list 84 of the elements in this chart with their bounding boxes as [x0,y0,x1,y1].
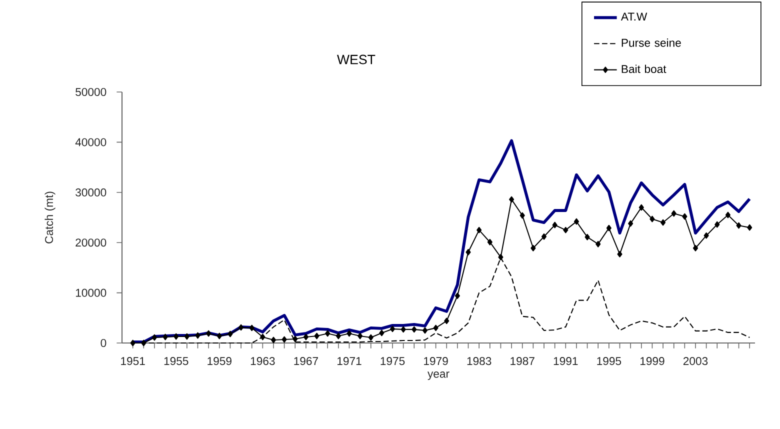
point [130,340,136,346]
point [466,248,471,256]
x-tick-label: 1951 [121,357,145,366]
point [336,332,341,340]
point [152,334,157,341]
point [379,330,384,336]
y-tick-label: 20000 [76,238,106,247]
chart-title: WEST [337,54,376,64]
point [368,334,374,341]
point [433,324,438,332]
point [174,333,179,340]
point [162,334,168,340]
point [606,224,612,232]
point [747,224,752,231]
x-axis-title: year [428,372,450,380]
x-tick-label: 1983 [467,357,492,366]
point [400,326,406,333]
x-tick-label: 1963 [250,357,275,366]
point [206,330,212,337]
point [238,324,244,331]
x-tick-label: 1995 [597,357,622,366]
point [714,221,720,228]
point [736,222,742,229]
point [195,332,200,339]
legend-label: Bait boat [622,64,666,74]
x-tick-label: 1987 [510,357,534,366]
point [184,333,190,340]
point [563,226,568,234]
point [487,238,492,246]
point [628,220,634,227]
x-tick-label: 2003 [683,357,708,366]
y-tick-label: 50000 [76,88,106,96]
point [617,250,622,258]
x-tick-label: 1959 [208,357,232,366]
point [412,326,417,333]
point [704,232,709,239]
x-tick-label: 1991 [554,357,578,366]
point [216,332,222,340]
point [530,244,536,252]
point [292,336,298,342]
x-tick-label: 1971 [337,357,362,366]
y-axis-title: Catch (mt) [44,192,56,244]
point [552,222,558,228]
point [249,324,254,332]
point [574,218,580,225]
point [228,330,233,338]
point [660,219,666,226]
point [444,318,450,324]
point [346,330,352,337]
point [260,334,266,340]
point [476,226,482,234]
point [303,334,308,340]
point [682,213,688,220]
y-tick-label: 10000 [76,288,106,297]
point [325,330,330,337]
point [422,327,428,334]
x-tick-label: 1967 [294,357,318,366]
point [509,196,514,203]
x-tick-label: 1999 [640,357,664,366]
point [541,233,547,240]
point [671,210,676,217]
point [454,292,460,300]
point [390,326,396,332]
y-tick-label: 40000 [75,138,106,146]
y-tick-label: 30000 [76,188,106,196]
legend-label: Purse seine [622,38,681,47]
point [282,336,287,343]
point [520,212,525,219]
x-tick-label: 1979 [424,357,448,366]
point [270,336,276,344]
point [498,254,504,260]
x-tick-label: 1975 [380,357,405,366]
point [141,340,146,346]
point [692,244,698,252]
point [358,332,363,340]
legend-label: AT.W [620,12,648,21]
x-tick-label: 1955 [164,357,188,366]
point [638,204,644,211]
point [725,212,730,218]
y-tick-label: 0 [100,338,106,348]
point [314,332,320,340]
point [650,216,655,222]
point [584,234,590,240]
point [596,240,601,248]
